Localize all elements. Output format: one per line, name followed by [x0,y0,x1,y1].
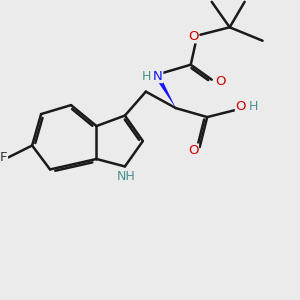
Text: O: O [236,100,246,112]
Text: O: O [188,144,198,157]
Polygon shape [157,79,176,108]
Text: O: O [215,75,225,88]
Text: NH: NH [117,170,136,183]
Text: F: F [0,151,8,164]
Text: H: H [142,70,152,83]
Text: N: N [153,70,163,83]
Text: H: H [249,100,258,112]
Text: O: O [188,30,198,43]
